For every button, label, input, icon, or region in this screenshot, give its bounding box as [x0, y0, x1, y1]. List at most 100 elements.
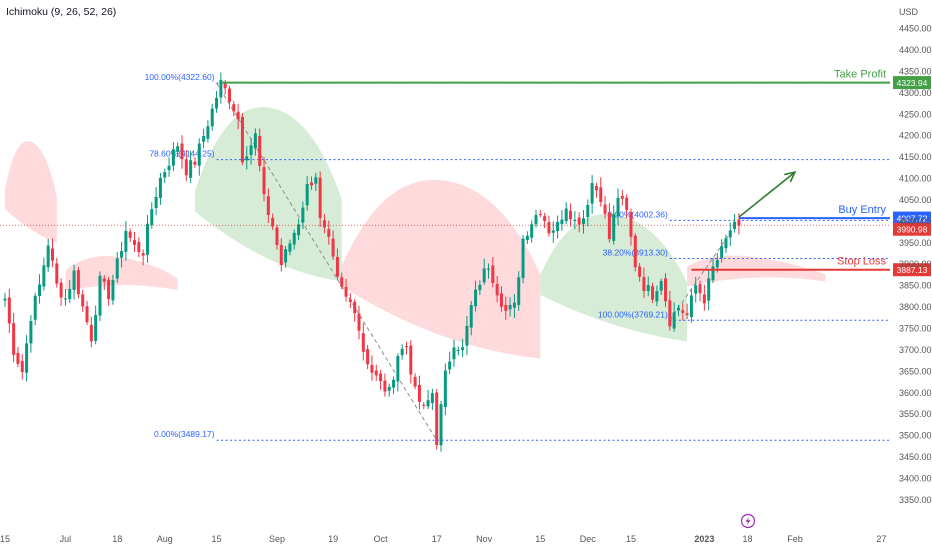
candle-body-4 — [20, 361, 24, 373]
candle-body-168 — [728, 230, 732, 238]
candle-body-110 — [478, 284, 482, 291]
candle-body-85 — [370, 364, 374, 373]
candle-body-15 — [68, 289, 72, 300]
level-badge-0 — [893, 76, 931, 90]
time-tick-14: 18 — [743, 534, 753, 544]
candle-body-72 — [314, 177, 318, 184]
price-tick-2: 4350.00 — [899, 66, 932, 76]
candle-body-157 — [681, 310, 685, 313]
time-axis[interactable]: 15 Jul 18 Aug 15 Sep 19 Oct 17 Nov 15 Dec 15 2023 18 Fe… — [0, 534, 886, 544]
candle-body-26 — [115, 258, 119, 279]
candle-body-99 — [430, 393, 434, 404]
candlesticks — [3, 72, 741, 452]
candle-body-97 — [422, 404, 426, 406]
price-tick-14: 3750.00 — [899, 323, 932, 333]
candle-body-18 — [81, 294, 85, 307]
candle-body-41 — [180, 143, 184, 160]
candle-body-139 — [603, 204, 607, 214]
arrow-head — [784, 170, 797, 183]
candle-body-94 — [409, 345, 413, 375]
candle-body-112 — [487, 268, 491, 270]
candle-body-134 — [581, 218, 585, 225]
candle-body-30 — [133, 240, 137, 245]
candle-body-51 — [223, 82, 227, 89]
price-tick-12: 3850.00 — [899, 281, 932, 291]
candle-body-6 — [29, 321, 33, 344]
candle-body-54 — [236, 111, 240, 120]
time-tick-16: 27 — [876, 534, 886, 544]
candle-body-13 — [59, 282, 63, 298]
candle-body-25 — [111, 279, 115, 301]
fib2-trend-line — [669, 220, 740, 321]
candle-body-170 — [737, 219, 741, 226]
currency-label: USD — [899, 7, 919, 17]
price-tick-11: 3900.00 — [899, 259, 932, 269]
candle-body-161 — [698, 284, 702, 294]
candle-body-5 — [25, 343, 29, 373]
candle-body-22 — [98, 275, 102, 316]
time-tick-9: Nov — [476, 534, 493, 544]
candle-body-39 — [171, 149, 175, 166]
candle-body-102 — [443, 370, 447, 408]
candle-body-127 — [551, 230, 555, 233]
time-tick-7: Oct — [374, 534, 389, 544]
candle-body-80 — [348, 299, 352, 303]
candle-body-140 — [607, 212, 611, 240]
candle-body-120 — [521, 238, 525, 279]
candle-body-146 — [633, 235, 637, 268]
level-badge-text-0: 4323.94 — [897, 78, 928, 88]
price-tick-17: 3600.00 — [899, 388, 932, 398]
indicator-legend[interactable]: Ichimoku (9, 26, 52, 26) — [6, 6, 116, 18]
time-tick-12: 15 — [626, 534, 636, 544]
candle-body-64 — [279, 245, 283, 266]
candle-body-169 — [733, 221, 737, 230]
candle-body-7 — [33, 295, 37, 320]
candle-body-45 — [197, 143, 201, 166]
cloud-segment-3 — [341, 179, 541, 359]
candle-body-101 — [439, 404, 443, 446]
price-tick-4: 4250.00 — [899, 109, 932, 119]
candle-body-68 — [297, 224, 301, 236]
candle-body-77 — [335, 256, 339, 277]
candle-body-147 — [638, 266, 642, 277]
candle-body-63 — [275, 227, 279, 245]
candle-body-131 — [569, 210, 573, 220]
candle-body-19 — [85, 306, 89, 323]
candle-body-1 — [7, 297, 11, 324]
candle-body-162 — [702, 294, 706, 304]
candle-body-90 — [392, 379, 396, 388]
cloud-segment-4 — [540, 214, 688, 342]
candle-body-28 — [124, 230, 128, 252]
candle-body-137 — [594, 186, 598, 191]
price-axis[interactable]: 4450.00 4400.00 4350.00 4300.00 4250.00 4200.… — [899, 24, 932, 505]
candle-body-151 — [655, 291, 659, 302]
trade-levels: Take Profit 4323.94 Buy Entry 4007.72 Stop L… — [220, 69, 931, 277]
candle-body-111 — [482, 268, 486, 283]
price-tick-13: 3800.00 — [899, 302, 932, 312]
candle-body-14 — [63, 298, 67, 300]
candle-body-121 — [525, 235, 529, 241]
candle-body-65 — [284, 249, 288, 263]
lightning-icon[interactable] — [740, 513, 756, 529]
time-tick-11: Dec — [580, 534, 597, 544]
candle-body-123 — [534, 215, 538, 225]
candle-body-69 — [301, 207, 305, 223]
candle-body-152 — [659, 281, 663, 291]
level-label-1: Buy Entry — [838, 204, 886, 216]
candle-body-29 — [128, 231, 132, 238]
candle-body-83 — [361, 333, 365, 352]
candle-body-126 — [547, 222, 551, 234]
level-badge-1 — [893, 211, 931, 225]
level-badge-text-2: 3887.13 — [897, 265, 928, 275]
candle-body-150 — [651, 286, 655, 300]
candle-body-160 — [694, 285, 698, 294]
time-tick-1: Jul — [60, 534, 72, 544]
candle-body-128 — [556, 221, 560, 231]
candle-body-24 — [107, 279, 111, 300]
candle-body-35 — [154, 196, 158, 208]
candle-body-148 — [642, 277, 646, 292]
candle-body-66 — [288, 243, 292, 252]
candle-body-119 — [517, 277, 521, 305]
candle-body-92 — [400, 348, 404, 356]
